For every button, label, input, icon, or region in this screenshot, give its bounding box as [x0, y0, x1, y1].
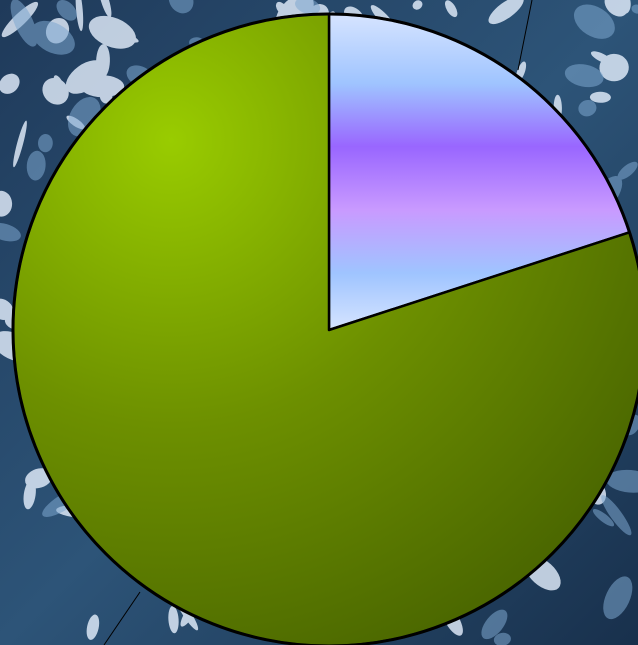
pie-outline [11, 12, 638, 645]
leader-line-bottom [103, 591, 141, 645]
leader-line-top [517, 0, 533, 71]
pie-slices [11, 12, 638, 645]
